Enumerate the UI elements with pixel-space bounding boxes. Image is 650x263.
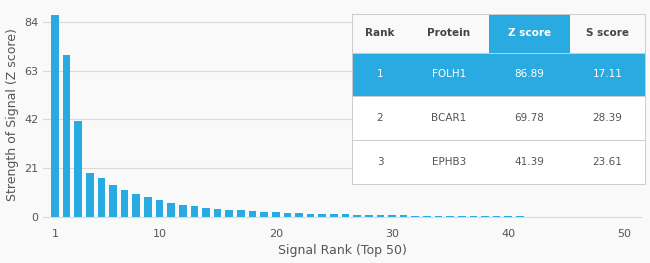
Bar [51, 15, 58, 217]
FancyBboxPatch shape [489, 14, 570, 53]
Bar [272, 212, 280, 217]
FancyBboxPatch shape [570, 53, 645, 96]
Text: BCAR1: BCAR1 [431, 113, 467, 123]
FancyBboxPatch shape [352, 14, 408, 53]
Bar [179, 205, 187, 217]
Bar [167, 203, 175, 217]
Text: 69.78: 69.78 [515, 113, 545, 123]
Text: FOLH1: FOLH1 [432, 69, 466, 79]
Text: 86.89: 86.89 [515, 69, 545, 79]
Bar [62, 55, 70, 217]
Text: 17.11: 17.11 [593, 69, 623, 79]
Bar [365, 215, 372, 217]
Bar [354, 215, 361, 217]
FancyBboxPatch shape [408, 96, 489, 140]
Bar [481, 216, 489, 217]
Bar [528, 216, 535, 217]
Bar [121, 190, 129, 217]
Bar [307, 214, 315, 217]
Bar [423, 216, 431, 217]
Bar [74, 121, 82, 217]
Bar [435, 216, 442, 217]
Text: 41.39: 41.39 [515, 157, 545, 167]
Bar [133, 194, 140, 217]
Bar [202, 208, 210, 217]
Bar [493, 216, 500, 217]
FancyBboxPatch shape [352, 140, 408, 184]
FancyBboxPatch shape [570, 14, 645, 53]
Bar [318, 214, 326, 217]
Bar [86, 173, 94, 217]
Text: 28.39: 28.39 [593, 113, 623, 123]
FancyBboxPatch shape [352, 53, 408, 96]
Bar [144, 197, 151, 217]
FancyBboxPatch shape [489, 96, 570, 140]
Text: Protein: Protein [427, 28, 471, 38]
Bar [237, 210, 244, 217]
FancyBboxPatch shape [570, 96, 645, 140]
Text: 23.61: 23.61 [593, 157, 623, 167]
Bar [190, 206, 198, 217]
FancyBboxPatch shape [570, 140, 645, 184]
Bar [504, 216, 512, 217]
Bar [411, 216, 419, 217]
Bar [214, 209, 222, 217]
Bar [342, 215, 349, 217]
Bar [447, 216, 454, 217]
Text: 3: 3 [377, 157, 384, 167]
Bar [283, 213, 291, 217]
FancyBboxPatch shape [489, 140, 570, 184]
Bar [249, 211, 256, 217]
Text: 1: 1 [377, 69, 384, 79]
Text: EPHB3: EPHB3 [432, 157, 466, 167]
X-axis label: Signal Rank (Top 50): Signal Rank (Top 50) [278, 244, 407, 257]
Bar [376, 215, 384, 217]
Y-axis label: Strength of Signal (Z score): Strength of Signal (Z score) [6, 28, 19, 201]
Bar [260, 212, 268, 217]
Bar [516, 216, 524, 217]
FancyBboxPatch shape [408, 140, 489, 184]
Bar [388, 215, 396, 217]
Bar [156, 200, 163, 217]
Bar [295, 213, 303, 217]
Bar [400, 215, 408, 217]
FancyBboxPatch shape [408, 14, 489, 53]
Text: S score: S score [586, 28, 629, 38]
Text: 2: 2 [377, 113, 384, 123]
FancyBboxPatch shape [352, 96, 408, 140]
Bar [226, 210, 233, 217]
Bar [469, 216, 477, 217]
Text: Z score: Z score [508, 28, 551, 38]
FancyBboxPatch shape [408, 53, 489, 96]
Bar [98, 178, 105, 217]
Text: Rank: Rank [365, 28, 395, 38]
Bar [458, 216, 465, 217]
Bar [330, 214, 337, 217]
FancyBboxPatch shape [489, 53, 570, 96]
Bar [109, 185, 117, 217]
